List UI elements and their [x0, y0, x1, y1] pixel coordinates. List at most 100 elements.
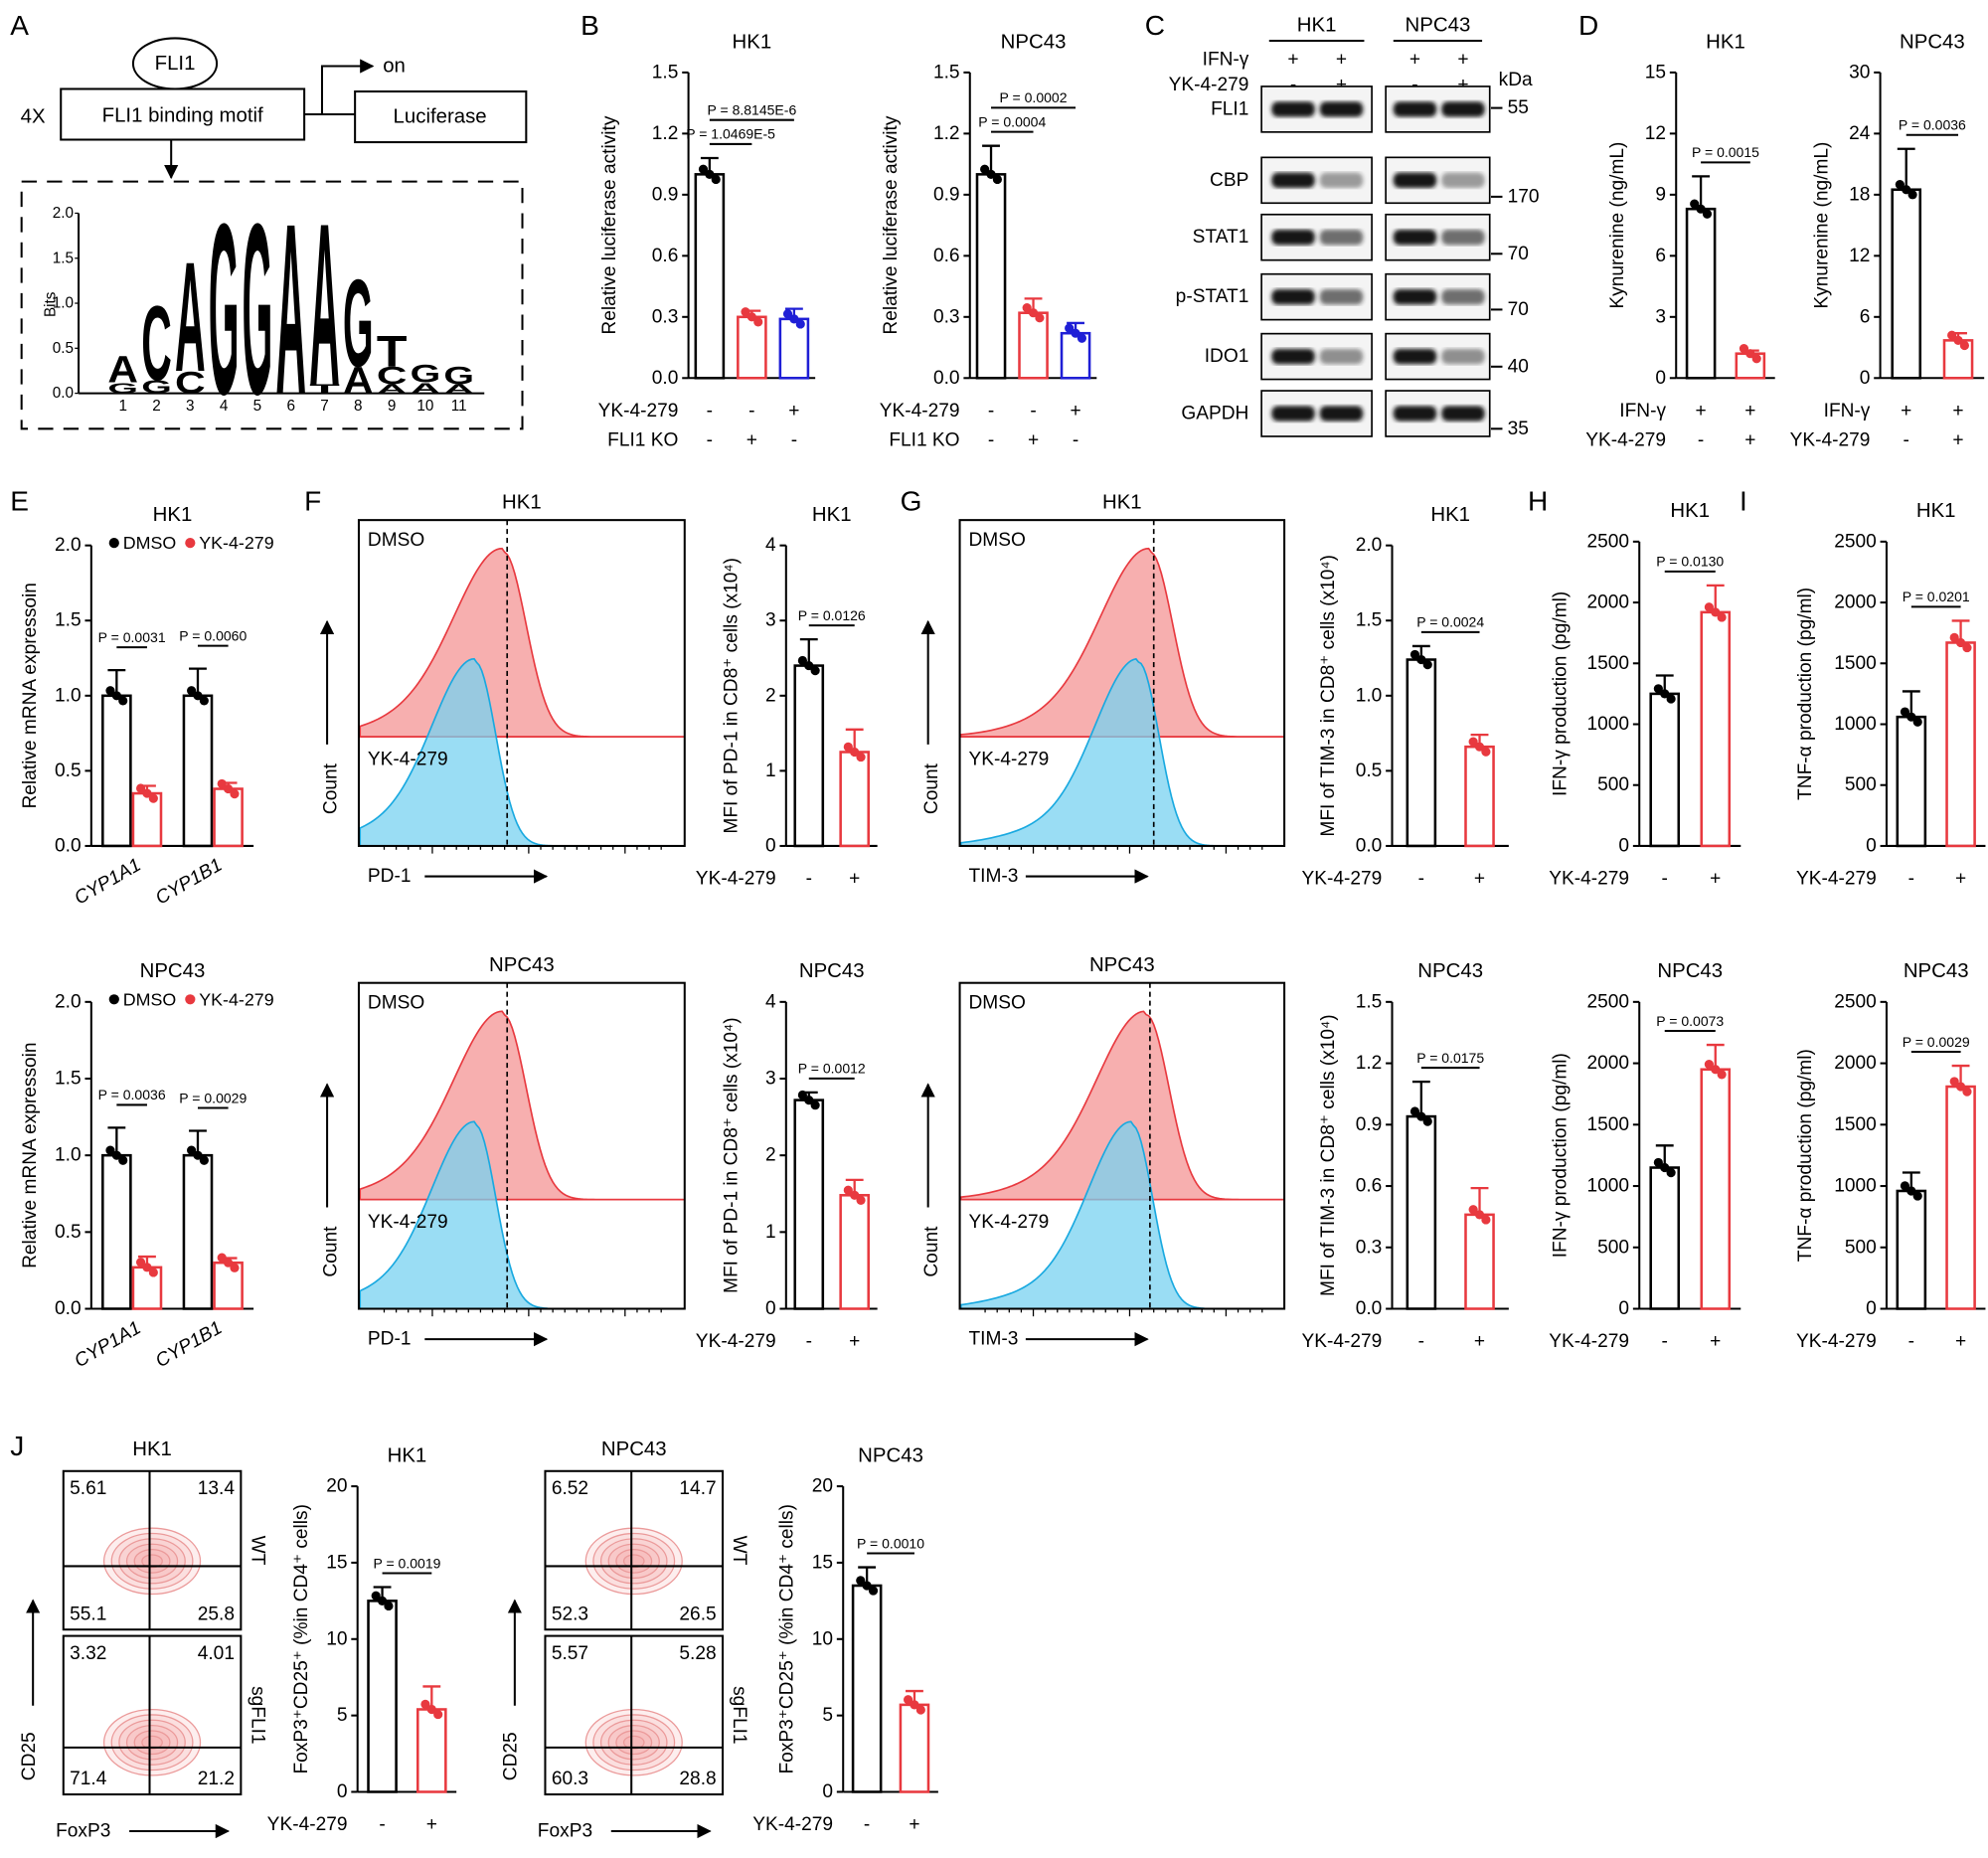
quadrant-percent: 13.4 [198, 1478, 236, 1499]
y-tick-label: 1.0 [55, 1145, 82, 1166]
bar-point [1895, 180, 1905, 190]
y-tick-label: 0.6 [652, 246, 679, 266]
bar-point [1711, 1065, 1721, 1075]
bar [1945, 1085, 1976, 1310]
reporter-label: Luciferase [394, 106, 487, 128]
y-tick-label: 15 [812, 1552, 833, 1573]
bar-point [1660, 689, 1670, 699]
logo-tick-label: 2.0 [53, 205, 74, 222]
bar-point [1702, 209, 1713, 219]
blot-band [1393, 172, 1437, 188]
bar-point [741, 307, 750, 317]
bar-point [1955, 1082, 1966, 1092]
contour-title: HK1 [132, 1438, 172, 1460]
y-tick-label: 0.3 [652, 306, 679, 327]
quadrant-percent: 52.3 [552, 1604, 588, 1624]
quadrant-percent: 55.1 [70, 1604, 106, 1624]
motif-box [60, 87, 306, 141]
logo-position: 10 [416, 398, 433, 415]
bar-point [1745, 349, 1755, 359]
quadrant-percent: 25.8 [198, 1604, 235, 1624]
y-tick-label: 1.5 [55, 1069, 82, 1090]
y-tick-label: 0.0 [1356, 835, 1383, 856]
bar-point [142, 788, 152, 798]
bar [1406, 658, 1437, 848]
contour [141, 1735, 163, 1750]
bar-point [193, 1150, 203, 1160]
contour-frame [544, 1634, 725, 1796]
bar [1685, 207, 1717, 380]
cell-line: NPC43 [1406, 15, 1471, 37]
p-value: P = 0.0060 [179, 627, 247, 643]
blot-band [1319, 406, 1364, 422]
blot-band [1271, 289, 1315, 305]
count-label: Count [320, 762, 341, 814]
logo-position: 3 [186, 398, 195, 415]
p-value: P = 0.0175 [1416, 1050, 1484, 1066]
x-category: CYP1B1 [152, 1317, 226, 1372]
y-axis-label: MFI of PD-1 in CD8⁺ cells (x10⁴) [721, 558, 742, 834]
y-tick-label: 3 [1655, 306, 1666, 327]
y-tick-label: 0 [822, 1781, 833, 1802]
panel-letter: B [580, 10, 599, 41]
y-tick-label: 2000 [1834, 592, 1877, 613]
chart-title: HK1 [733, 31, 772, 53]
bar [899, 1703, 930, 1793]
p-value: P = 0.0073 [1656, 1013, 1724, 1029]
condition-sign: - [1662, 1331, 1668, 1352]
treatment-sign: + [1336, 50, 1347, 71]
upper-label: DMSO [368, 530, 424, 551]
y-tick-label: 6 [1860, 306, 1871, 327]
contour [584, 1527, 683, 1596]
bar [1700, 1068, 1732, 1310]
bar-point [1690, 199, 1700, 209]
bar-point [1947, 330, 1957, 340]
y-tick-label: 2000 [1586, 1053, 1629, 1074]
condition-sign: + [1744, 429, 1755, 450]
flow-title: HK1 [502, 491, 542, 513]
contour [118, 1538, 186, 1585]
condition-label: YK-4-279 [1796, 1331, 1877, 1352]
condition-sign: - [1418, 869, 1424, 890]
bar [1649, 1166, 1681, 1310]
bar-point [105, 1145, 115, 1155]
bar-point [810, 666, 820, 676]
protein-label: CBP [1210, 170, 1248, 191]
y-tick-label: 0 [337, 1781, 348, 1802]
marker-label: 55 [1508, 97, 1529, 118]
y-axis-label: Relative mRNA expressoin [20, 1042, 41, 1267]
contour [102, 1708, 202, 1776]
contour [592, 1714, 676, 1772]
y-tick-label: 24 [1849, 123, 1871, 144]
blot-band [1271, 230, 1315, 246]
logo-letter: T [377, 328, 408, 376]
chart-title: HK1 [153, 504, 193, 526]
blot-band [1271, 101, 1315, 117]
y-tick-label: 1000 [1586, 714, 1629, 735]
condition-sign: - [806, 1331, 812, 1352]
bar [1649, 692, 1681, 848]
treatment-sign: + [1336, 75, 1347, 95]
bar-point [1751, 354, 1761, 364]
marker-axis-label: TIM-3 [968, 866, 1018, 887]
condition-sign: - [988, 401, 994, 422]
bar-point [1653, 1157, 1663, 1168]
y-tick-label: 500 [1597, 1237, 1629, 1258]
y-tick-label: 15 [1645, 62, 1666, 83]
logo-tick-label: 0.0 [53, 385, 74, 402]
flow-frame [357, 981, 686, 1310]
contour-frame [62, 1634, 243, 1796]
blot-band [1393, 406, 1437, 422]
bar-point [142, 1263, 152, 1272]
y-axis-label: IFN-γ production (pg/ml) [1551, 1053, 1572, 1258]
blot-band [1393, 348, 1437, 365]
blot-band [1393, 230, 1437, 246]
quadrant-percent: 5.28 [679, 1643, 716, 1664]
legend-label: DMSO [123, 533, 177, 553]
blot-band [1319, 172, 1364, 188]
y-tick-label: 1.2 [933, 123, 960, 144]
contour [592, 1532, 676, 1590]
logo-letter: A [411, 381, 441, 398]
bar-point [199, 1155, 209, 1165]
bar-point [1711, 607, 1721, 617]
